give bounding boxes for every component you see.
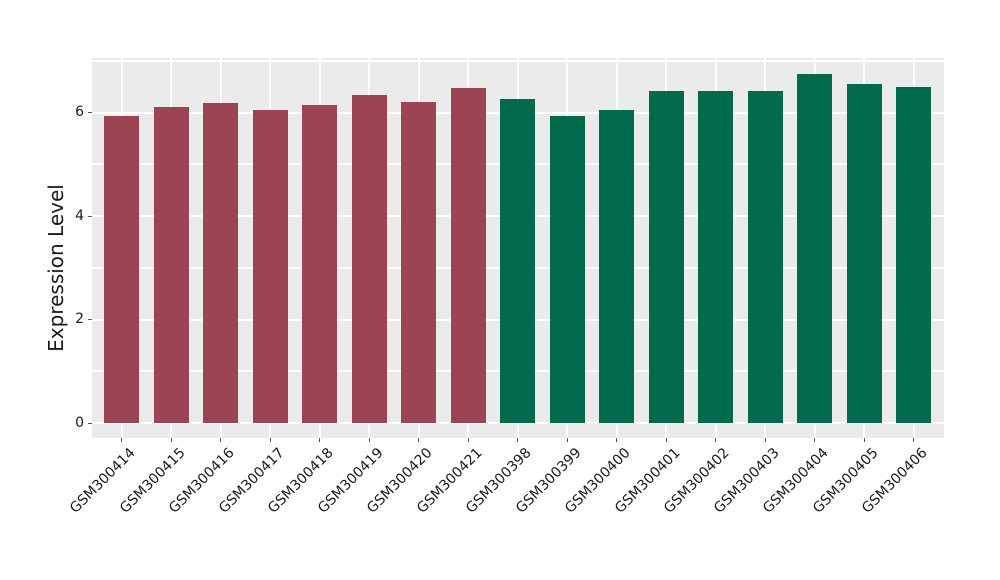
- x-tick: [616, 438, 618, 442]
- y-tick: [88, 319, 92, 320]
- bar-gsm300421: [450, 88, 486, 423]
- bar-gsm300420: [401, 102, 437, 423]
- x-tick: [319, 438, 321, 442]
- bar-gsm300418: [302, 105, 338, 423]
- x-tick: [764, 438, 766, 442]
- bar-gsm300400: [599, 109, 635, 423]
- bar-gsm300414: [104, 116, 140, 423]
- x-tick: [121, 438, 123, 442]
- plot-panel: [92, 58, 944, 438]
- y-tick: [88, 422, 92, 424]
- bar-gsm300416: [203, 102, 239, 423]
- y-tick-label: 6: [75, 104, 84, 120]
- x-tick: [863, 438, 865, 442]
- x-tick: [517, 438, 519, 442]
- bar-gsm300403: [747, 91, 783, 423]
- x-tick: [814, 438, 816, 442]
- y-tick-label: 4: [75, 207, 84, 224]
- x-tick: [467, 438, 469, 442]
- y-tick-label: 2: [75, 311, 84, 327]
- x-tick: [566, 438, 568, 442]
- bar-gsm300415: [153, 106, 189, 423]
- y-tick: [88, 215, 92, 217]
- x-tick: [368, 438, 370, 442]
- bar-gsm300419: [351, 95, 387, 423]
- x-tick: [220, 438, 222, 442]
- bar-gsm300417: [252, 110, 288, 423]
- x-tick: [913, 438, 915, 442]
- bar-gsm300405: [846, 83, 882, 423]
- y-tick-label: 0: [75, 414, 84, 431]
- x-tick: [269, 438, 271, 442]
- x-tick: [665, 438, 667, 442]
- x-tick: [170, 438, 172, 442]
- bar-gsm300398: [500, 99, 536, 423]
- bar-gsm300406: [896, 87, 932, 423]
- bar-gsm300404: [797, 73, 833, 423]
- bar-gsm300401: [648, 91, 684, 423]
- y-tick: [88, 112, 92, 113]
- x-tick: [418, 438, 420, 442]
- bar-gsm300402: [698, 91, 734, 423]
- x-tick: [715, 438, 717, 442]
- bar-gsm300399: [549, 116, 585, 423]
